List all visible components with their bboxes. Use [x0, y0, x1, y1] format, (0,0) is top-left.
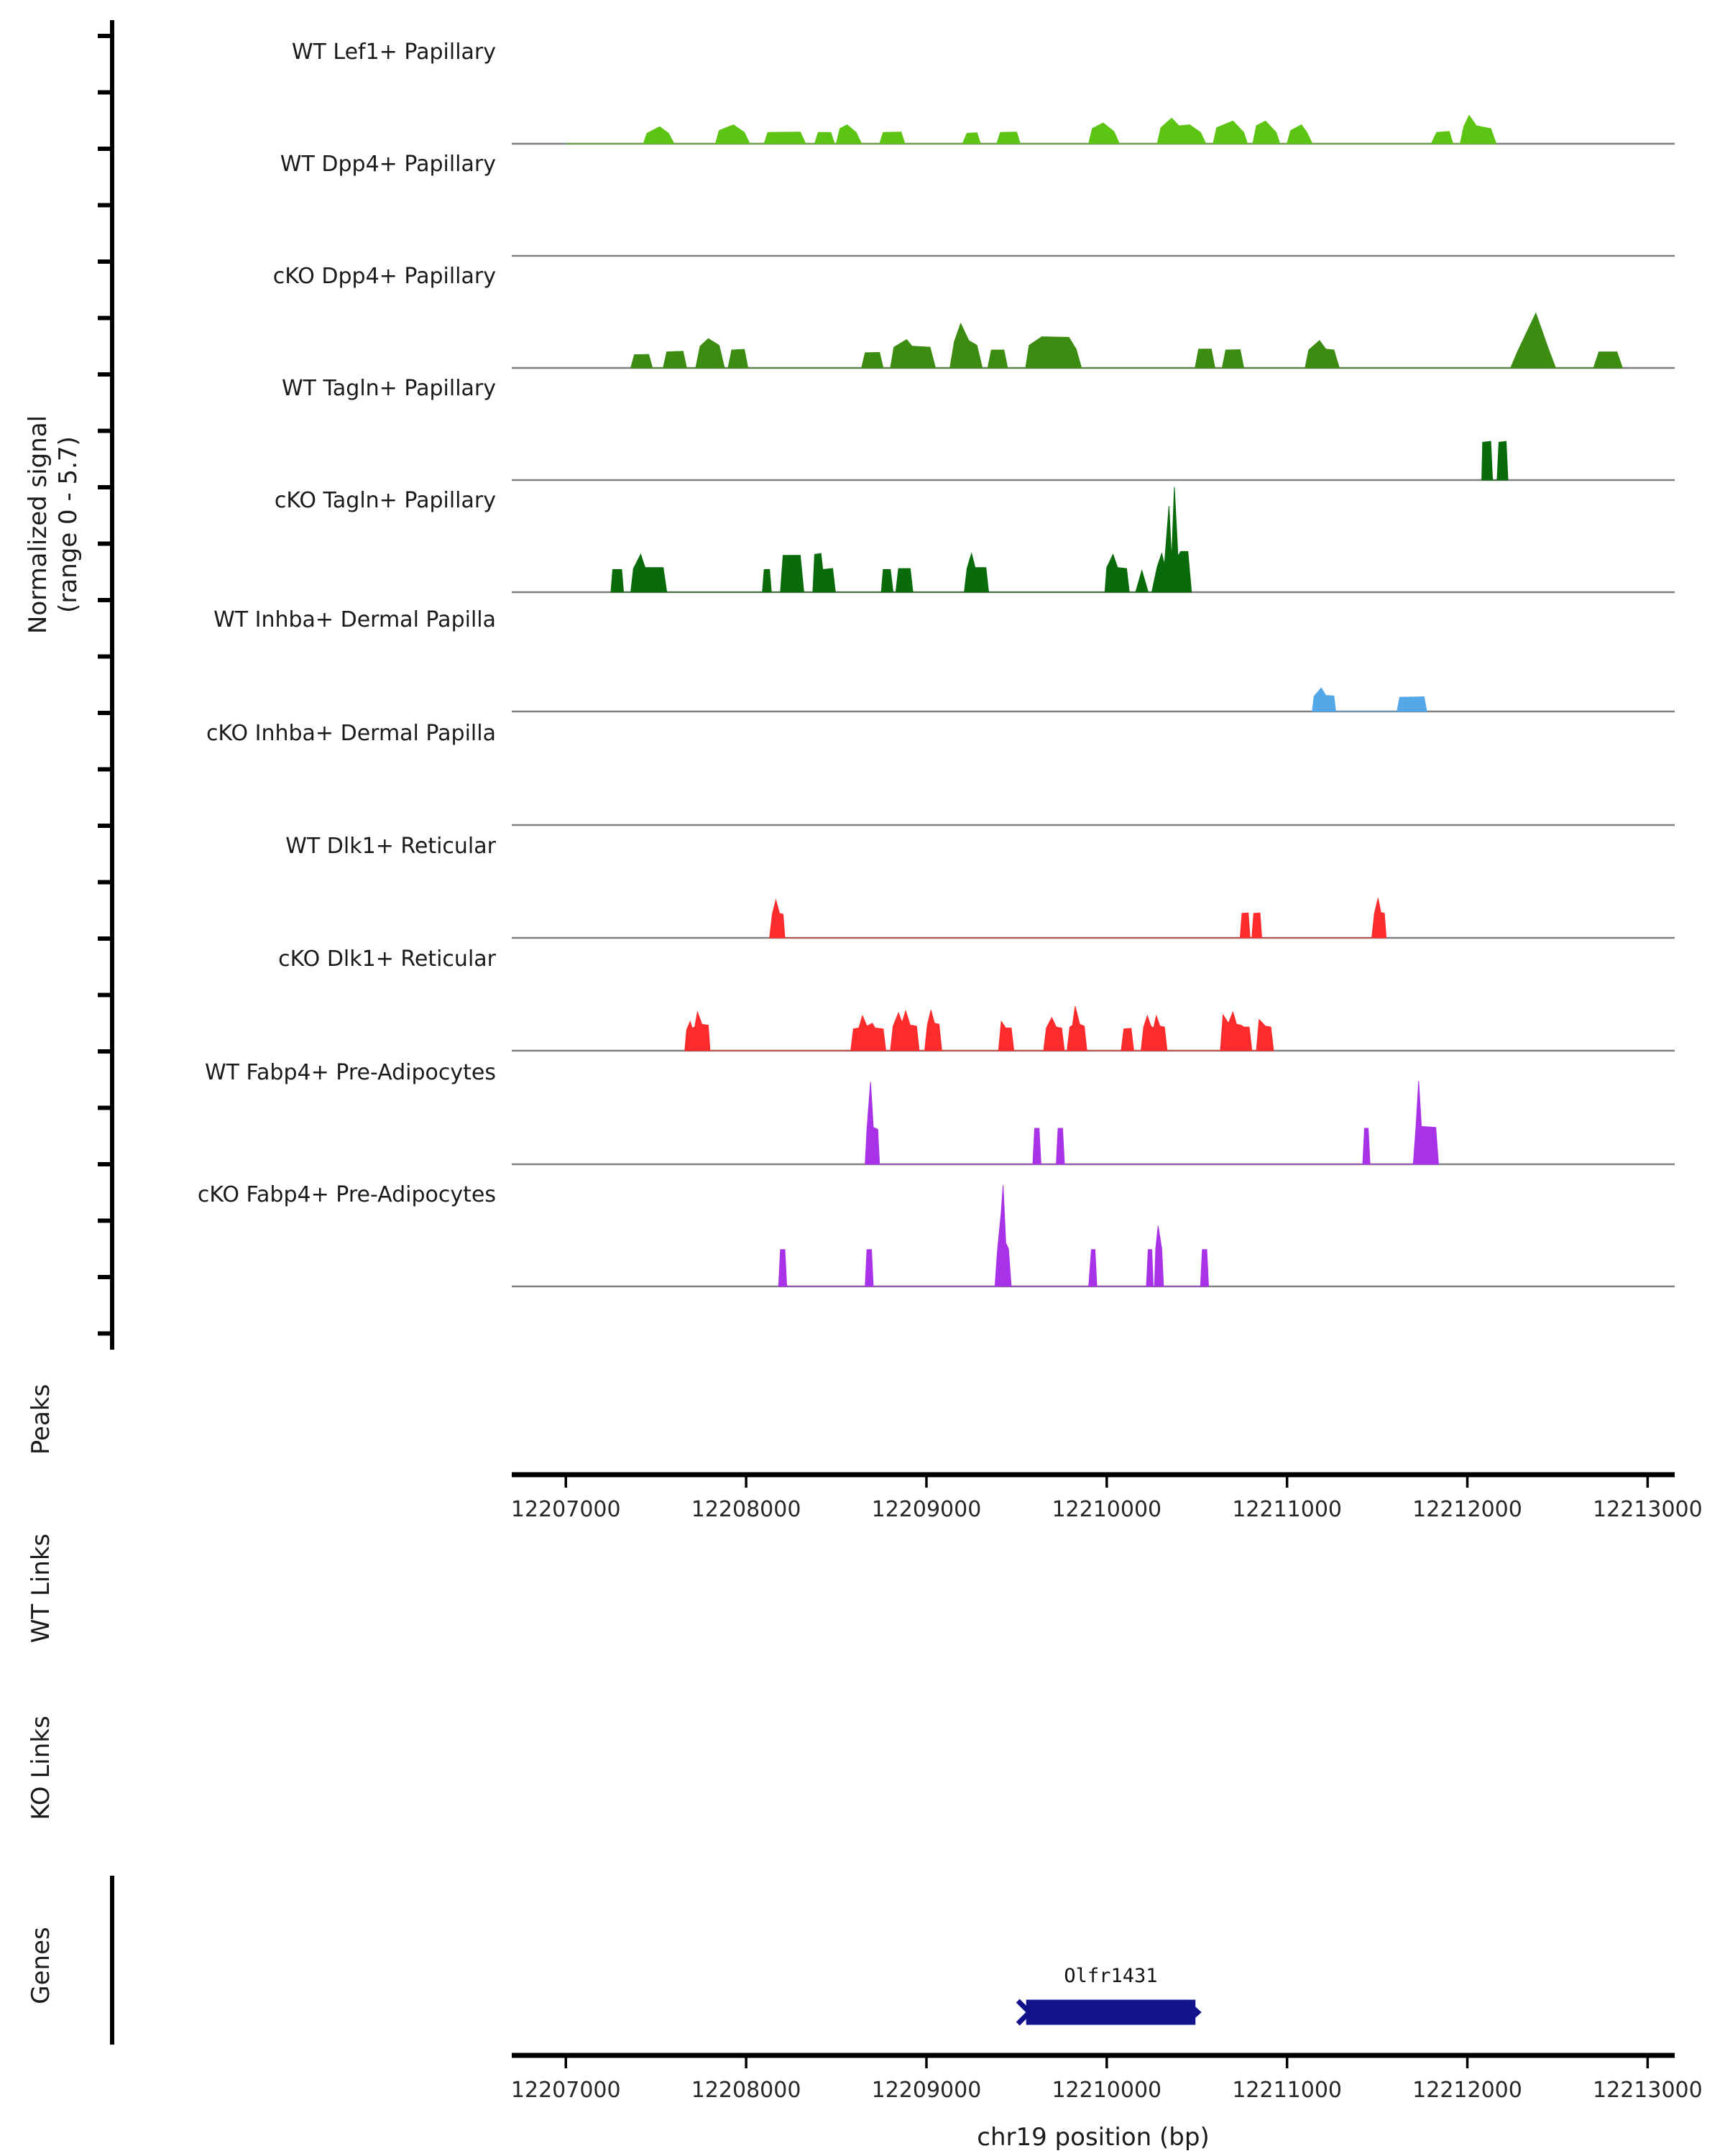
peaks-section-label: Peaks — [27, 1384, 55, 1455]
signal-area-3 — [1481, 441, 1509, 481]
bottom-x-tick-label-3: 12210000 — [1052, 2078, 1162, 2103]
peaks-x-tick-label-5: 12212000 — [1412, 1497, 1522, 1522]
bottom-x-tick-label-0: 12207000 — [511, 2078, 621, 2103]
gene-strand-arrow-0 — [1016, 1999, 1034, 2026]
wt-links-section-label: WT Links — [27, 1534, 55, 1644]
signal-area-2 — [630, 312, 1623, 369]
x-axis-title: chr19 position (bp) — [977, 2123, 1209, 2152]
signal-area-5 — [1312, 687, 1427, 712]
signal-area-10 — [778, 1185, 1210, 1287]
ko-links-section-label: KO Links — [27, 1715, 55, 1820]
track-label-2: cKO Dpp4+ Papillary — [273, 264, 496, 289]
track-label-3: WT Tagln+ Papillary — [282, 376, 496, 401]
track-label-4: cKO Tagln+ Papillary — [275, 488, 496, 513]
track-label-7: WT Dlk1+ Reticular — [285, 834, 496, 859]
signal-area-8 — [684, 1006, 1274, 1051]
signal-area-4 — [610, 487, 1192, 593]
gene-body-0[interactable] — [1026, 1999, 1196, 2025]
bottom-x-tick-label-5: 12212000 — [1412, 2078, 1522, 2103]
track-label-1: WT Dpp4+ Papillary — [280, 152, 496, 177]
peaks-x-tick-label-1: 12208000 — [691, 1497, 801, 1522]
bottom-x-tick-label-6: 12213000 — [1593, 2078, 1703, 2103]
track-label-9: WT Fabp4+ Pre-Adipocytes — [205, 1060, 496, 1085]
bottom-x-tick-label-2: 12209000 — [872, 2078, 982, 2103]
y-axis-label-line1: Normalized signal — [24, 415, 52, 634]
gene-label-0: Olfr1431 — [1064, 1965, 1157, 1987]
peaks-x-tick-label-4: 12211000 — [1232, 1497, 1342, 1522]
peaks-x-tick-label-2: 12209000 — [872, 1497, 982, 1522]
y-axis-label-line2: (range 0 - 5.7) — [54, 436, 83, 613]
track-label-0: WT Lef1+ Papillary — [292, 40, 496, 65]
signal-area-7 — [769, 898, 1387, 939]
genes-section-label: Genes — [27, 1927, 55, 2004]
track-label-6: cKO Inhba+ Dermal Papilla — [206, 721, 496, 746]
peaks-x-tick-label-6: 12213000 — [1593, 1497, 1703, 1522]
signal-area-0 — [566, 114, 1497, 144]
peaks-x-tick-label-3: 12210000 — [1052, 1497, 1162, 1522]
track-label-10: cKO Fabp4+ Pre-Adipocytes — [198, 1182, 496, 1207]
track-label-5: WT Inhba+ Dermal Papilla — [213, 607, 496, 632]
bottom-x-tick-label-1: 12208000 — [691, 2078, 801, 2103]
peaks-x-tick-label-0: 12207000 — [511, 1497, 621, 1522]
signal-area-9 — [865, 1081, 1439, 1165]
bottom-x-tick-label-4: 12211000 — [1232, 2078, 1342, 2103]
gene-end-cap-0 — [1191, 2004, 1202, 2020]
track-label-8: cKO Dlk1+ Reticular — [278, 946, 497, 972]
